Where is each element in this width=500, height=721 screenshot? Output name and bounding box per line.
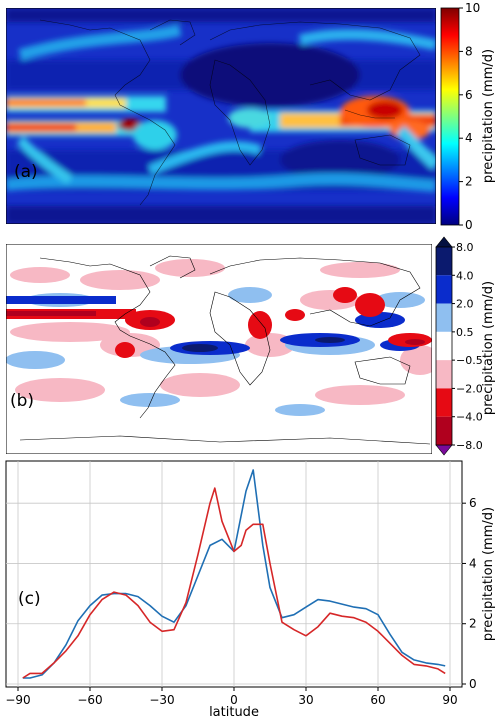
colorbar-block	[436, 388, 452, 417]
panel-a-colorbar-ticks: 10 8 6 4 2 0	[459, 1, 480, 232]
colorbar-block	[436, 275, 452, 304]
colorbar-tick-label: 4	[465, 131, 473, 145]
series-line-2	[22, 487, 446, 679]
panel-a-colorbar: 10 8 6 4 2 0 precipitation (mm/d)	[440, 1, 496, 232]
colorbar-block	[436, 331, 452, 361]
series-line-1	[22, 469, 446, 679]
colorbar-tick-label: 2	[465, 175, 473, 189]
colorbar-tick-label: −2.0	[456, 382, 483, 395]
x-tick-label: −90	[5, 693, 30, 707]
colorbar-tick-label: 8	[465, 44, 473, 58]
panel-c-xlabel: latitude	[209, 705, 259, 720]
panel-b-tag: (b)	[10, 391, 34, 411]
colorbar-tick-label: 0	[465, 218, 473, 232]
panel-c-series	[22, 469, 446, 679]
panel-b-map: (b)	[6, 244, 432, 454]
colorbar-extend-max	[435, 236, 453, 248]
y-tick-label: 4	[469, 556, 477, 570]
y-tick-label: 0	[469, 677, 477, 691]
panel-b-colorbar-ticks: 8.0 4.0 2.0 0.5 −0.5 −2.0 −4.0 −8.0	[452, 241, 483, 452]
colorbar-tick-label: 10	[465, 1, 480, 15]
colorbar-tick-label: −0.5	[456, 354, 483, 367]
colorbar-outline	[435, 246, 453, 446]
panel-b-colorbar-label: precipitation (mm/d)	[481, 281, 496, 415]
y-tick-label: 2	[469, 617, 477, 631]
panel-c-y-ticks: 0 2 4 6	[462, 496, 477, 691]
panel-a-colorbar-label: precipitation (mm/d)	[481, 49, 496, 183]
colorbar-tick-label: 8.0	[456, 241, 474, 254]
x-tick-label: −60	[77, 693, 102, 707]
colorbar-block	[436, 303, 452, 332]
x-tick-label: 30	[298, 693, 313, 707]
colorbar-block	[436, 360, 452, 389]
panel-c-tag: (c)	[18, 589, 41, 609]
panel-a-map: (a)	[6, 8, 436, 224]
panel-c-ylabel: precipitation (mm/d)	[481, 507, 496, 641]
panel-b-colorbar: 8.0 4.0 2.0 0.5 −0.5 −2.0 −4.0 −8.0 precipitati…	[435, 236, 496, 456]
colorbar-tick-label: −4.0	[456, 411, 483, 424]
colorbar-extend-min	[435, 444, 453, 456]
panel-c-chart: −90 −60 −30 0 30 60 90 0 2 4 6 (c) latitude preci…	[5, 460, 496, 720]
panel-c-x-ticks: −90 −60 −30 0 30 60 90	[5, 687, 458, 707]
x-tick-label: 60	[370, 693, 385, 707]
y-tick-label: 6	[469, 496, 477, 510]
colorbar-tick-label: 4.0	[456, 269, 474, 282]
panel-a-tag: (a)	[14, 162, 38, 182]
colorbar-tick-label: 6	[465, 88, 473, 102]
x-tick-label: −30	[149, 693, 174, 707]
x-tick-label: 0	[230, 693, 238, 707]
panel-b-colorbar-blocks	[435, 236, 453, 456]
panel-c-grid	[6, 461, 462, 687]
colorbar-block	[436, 247, 452, 276]
colorbar-tick-label: 2.0	[456, 298, 474, 311]
colorbar-tick-label: 0.5	[456, 326, 474, 339]
colorbar-tick-label: −8.0	[456, 439, 483, 452]
x-tick-label: 90	[442, 693, 457, 707]
colorbar-block	[436, 416, 452, 445]
